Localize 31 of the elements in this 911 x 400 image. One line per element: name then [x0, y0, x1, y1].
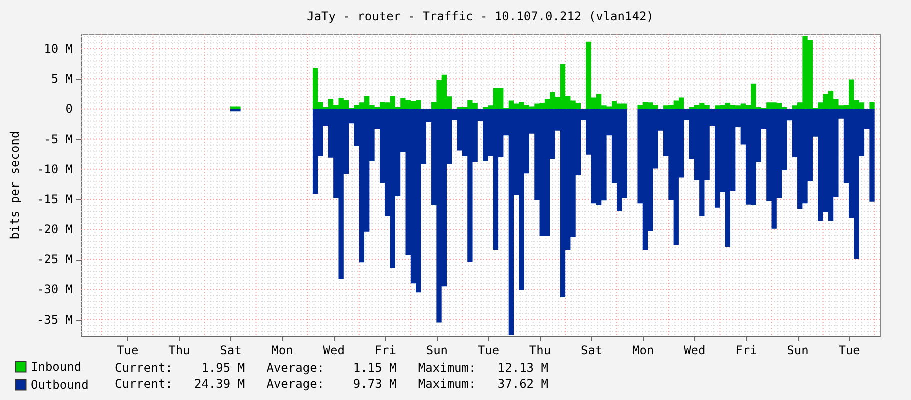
x-tick-label: Sun — [787, 344, 809, 358]
y-axis-title: bits per second — [8, 131, 22, 240]
y-tick-label: -35 M — [36, 312, 73, 327]
chart-title: JaTy - router - Traffic - 10.107.0.212 (vlan142) — [307, 10, 654, 24]
y-tick-label: -10 M — [36, 162, 73, 176]
x-tick-label: Sun — [426, 344, 448, 358]
x-tick-label: Tue — [478, 344, 500, 358]
x-tick-label: Sat — [580, 344, 603, 358]
y-tick-label: 0 — [66, 102, 73, 116]
text: Current: 1.95 M Average: 1.15 M Maximum: 12.13 M — [115, 361, 548, 375]
x-tick-label: Sat — [220, 344, 242, 358]
x-tick-label: Tue — [117, 344, 139, 358]
x-tick-label: Fri — [374, 344, 396, 358]
x-tick-label: Wed — [323, 344, 345, 358]
x-tick-label: Thu — [529, 344, 552, 358]
y-tick-label: -5 M — [44, 132, 73, 146]
x-tick-label: Mon — [632, 344, 654, 358]
x-tick-label: Fri — [736, 344, 758, 358]
legend-label: Inbound — [31, 360, 82, 374]
y-tick-label: 10 M — [44, 42, 73, 56]
y-tick-label: 5 M — [51, 72, 73, 86]
x-tick-label: Thu — [168, 344, 190, 358]
text: Current: 24.39 M Average: 9.73 M Maximum: 37.62 M — [115, 377, 548, 391]
x-tick-label: Mon — [272, 344, 294, 358]
x-tick-label: Tue — [838, 344, 860, 358]
y-tick-label: -25 M — [36, 252, 73, 267]
y-tick-label: -15 M — [36, 192, 73, 206]
y-tick-label: -20 M — [36, 222, 73, 237]
y-tick-label: -30 M — [36, 282, 73, 297]
legend-label: Outbound — [31, 378, 89, 392]
x-tick-label: Wed — [684, 344, 706, 358]
